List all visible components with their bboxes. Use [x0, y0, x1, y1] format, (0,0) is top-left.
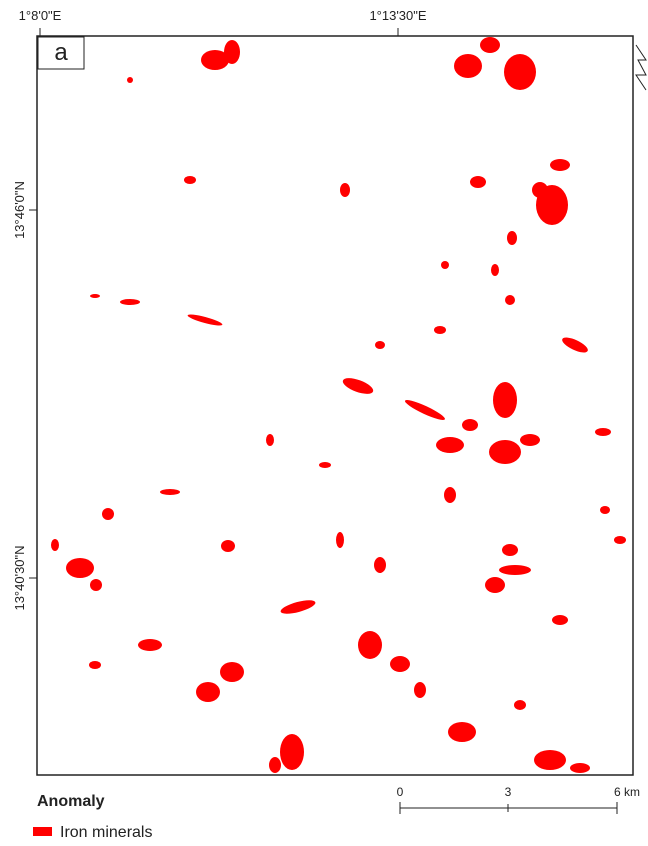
scale-label: 0: [397, 785, 404, 799]
map-figure: a 1°8'0"E 1°13'30"E 13°46'0"N 13°40'30"N…: [0, 0, 648, 846]
legend-swatch: [33, 827, 52, 836]
map-frame: [37, 36, 633, 775]
panel-label: a: [54, 39, 68, 66]
legend-title: Anomaly: [37, 793, 105, 810]
lon-label: 1°13'30"E: [369, 8, 426, 23]
scale-label: 3: [505, 785, 512, 799]
scale-bar: [400, 802, 617, 814]
scale-label: 6 km: [614, 785, 640, 799]
legend-label: Iron minerals: [60, 824, 152, 841]
lat-label: 13°40'30"N: [12, 545, 27, 610]
lat-label: 13°46'0"N: [12, 181, 27, 239]
north-arrow: [636, 45, 646, 90]
lon-label: 1°8'0"E: [19, 8, 62, 23]
